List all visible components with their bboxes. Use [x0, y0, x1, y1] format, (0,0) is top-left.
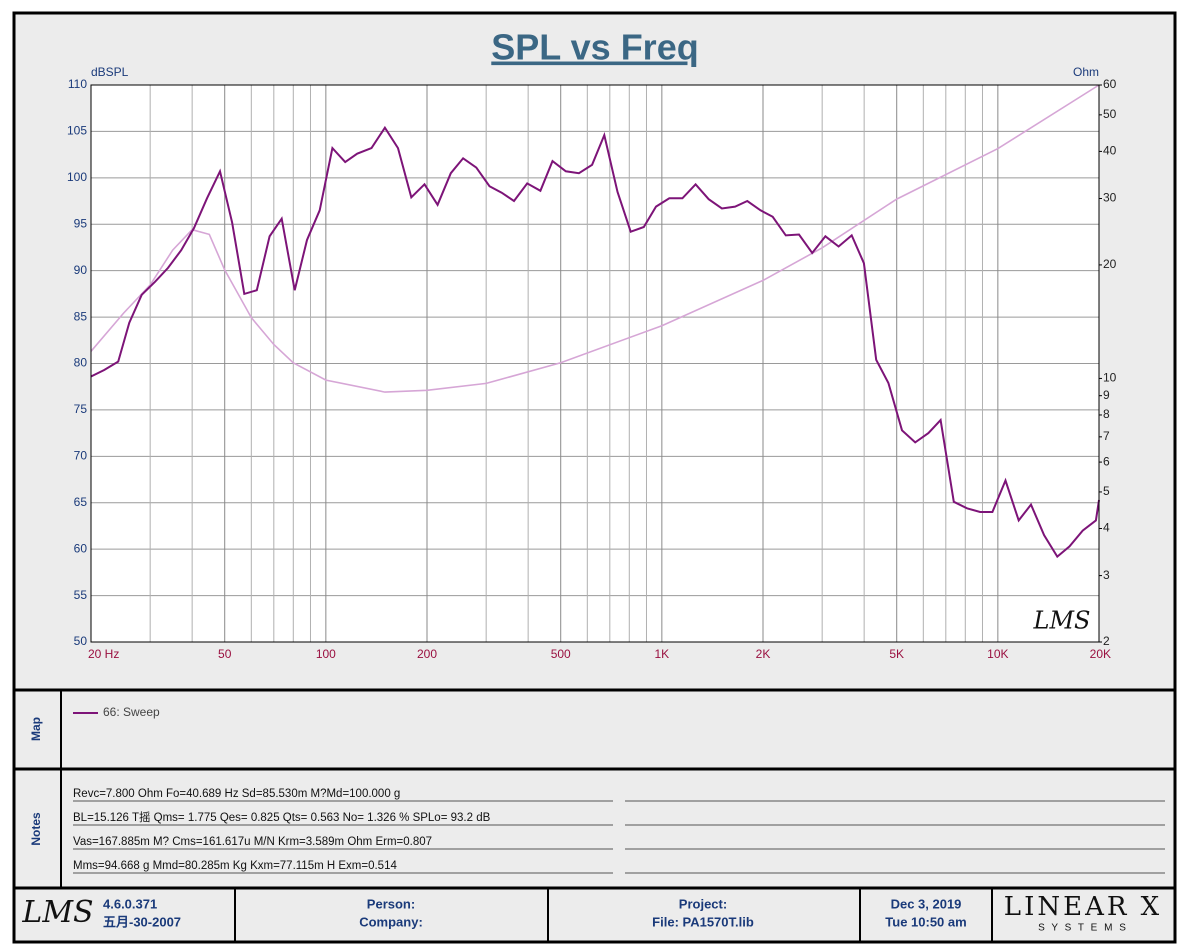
y-tick-label: 60 — [74, 541, 88, 555]
y-tick-label: 85 — [74, 309, 88, 323]
y-tick-label: 50 — [74, 634, 88, 648]
brand: LINEAR X — [1004, 892, 1162, 922]
series-line — [90, 125, 1100, 559]
y-tick-label: 70 — [74, 449, 88, 463]
x-tick-label: 100 — [316, 647, 336, 661]
watermark: LMS — [1033, 607, 1091, 635]
x-tick-label: 50 — [218, 647, 232, 661]
y-tick-label: 75 — [74, 402, 88, 416]
legend-entry: 66: Sweep — [103, 705, 160, 719]
y2-tick-label: 7 — [1103, 429, 1110, 443]
y-tick-label: 80 — [74, 356, 88, 370]
y-tick-label: 100 — [67, 170, 87, 184]
y-tick-label: 55 — [74, 588, 88, 602]
x-tick-label: 200 — [417, 647, 437, 661]
y2-tick-label: 4 — [1103, 521, 1110, 535]
y2-tick-label: 5 — [1103, 484, 1110, 498]
build-date: 五月-30-2007 — [103, 914, 181, 929]
note-line: Mms=94.668 g Mmd=80.285m Kg Kxm=77.115m … — [73, 860, 397, 872]
lines — [90, 84, 1100, 559]
y2-tick-label: 30 — [1103, 191, 1117, 205]
y2-tick-label: 50 — [1103, 107, 1117, 121]
map-label: Map — [29, 717, 43, 741]
x-tick-label: 5K — [889, 647, 904, 661]
y2-tick-label: 2 — [1103, 634, 1110, 648]
y-axis-label: dBSPL — [91, 65, 129, 79]
y2-tick-label: 40 — [1103, 144, 1117, 158]
date: Dec 3, 2019 — [891, 896, 962, 911]
company: Company: — [359, 914, 423, 929]
project: Project: — [679, 896, 727, 911]
person: Person: — [367, 896, 415, 911]
version: 4.6.0.371 — [103, 896, 157, 911]
series-line — [90, 84, 1100, 393]
notes: Revc=7.800 Ohm Fo=40.689 Hz Sd=85.530m M… — [73, 788, 1165, 874]
notes-label: Notes — [29, 812, 43, 846]
y2-tick-label: 3 — [1103, 568, 1110, 582]
y-tick-label: 90 — [74, 263, 88, 277]
y2-tick-label: 60 — [1103, 77, 1117, 91]
note-line: Vas=167.885m M? Cms=161.617u M/N Krm=3.5… — [73, 836, 432, 848]
y2-tick-label: 10 — [1103, 371, 1117, 385]
y2-axis-label: Ohm — [1073, 65, 1099, 79]
file: File: PA1570T.lib — [652, 914, 754, 929]
plot-border — [90, 84, 1100, 643]
y-tick-label: 105 — [67, 124, 87, 138]
y-tick-label: 65 — [74, 495, 88, 509]
x-tick-label: 1K — [655, 647, 670, 661]
x-tick-label: 20K — [1090, 647, 1111, 661]
x-tick-label: 10K — [987, 647, 1008, 661]
x-tick-label: 2K — [756, 647, 771, 661]
y2-tick-label: 20 — [1103, 257, 1117, 271]
note-line: Revc=7.800 Ohm Fo=40.689 Hz Sd=85.530m M… — [73, 788, 400, 800]
time: Tue 10:50 am — [885, 914, 966, 929]
y2-tick-label: 8 — [1103, 407, 1110, 421]
x-tick-label: 500 — [551, 647, 571, 661]
y-tick-label: 95 — [74, 216, 88, 230]
note-line: BL=15.126 T摇 Qms= 1.775 Qes= 0.825 Qts= … — [73, 810, 491, 824]
y2-tick-label: 9 — [1103, 388, 1110, 402]
logo: LMS — [21, 895, 93, 930]
y-tick-label: 110 — [68, 77, 87, 91]
brand-sub: S Y S T E M S — [1038, 923, 1128, 934]
y2-tick-label: 6 — [1103, 454, 1110, 468]
x-tick-label: 20 Hz — [88, 647, 119, 661]
chart-title: SPL vs Freq — [491, 27, 698, 68]
